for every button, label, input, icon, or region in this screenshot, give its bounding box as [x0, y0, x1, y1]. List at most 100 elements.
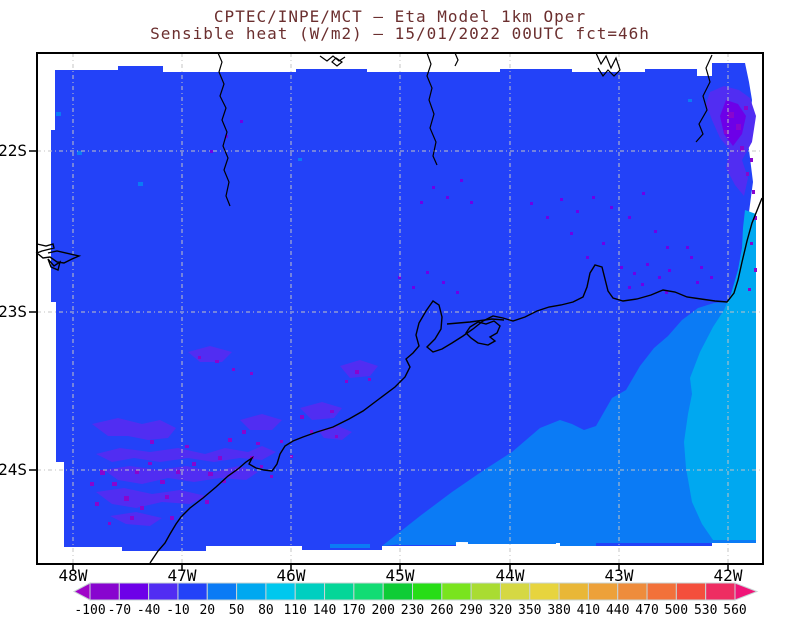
speck [170, 516, 174, 520]
speck [242, 430, 246, 434]
speck [748, 288, 751, 291]
speck [398, 276, 401, 279]
speck [456, 291, 459, 294]
speck [665, 291, 668, 294]
border-path [454, 52, 459, 67]
colorbar: -100 -70 -40 -10 20 50 80 110 140 170 200 230 260 290… [72, 582, 759, 618]
speck [208, 472, 213, 476]
colorbar-tick-label: 110 [283, 603, 306, 618]
colorbar-segment [324, 582, 355, 601]
border-path [319, 55, 346, 62]
speck [160, 480, 165, 484]
speck [460, 179, 463, 182]
speck [95, 502, 99, 506]
speck [345, 380, 348, 383]
speck [215, 360, 219, 363]
speck [225, 135, 228, 138]
speck [646, 263, 649, 266]
speck [335, 435, 338, 438]
colorbar-segment [587, 582, 619, 601]
speck [100, 470, 105, 475]
colorbar-tick-label: 50 [229, 603, 245, 618]
x-tick-label: 45W [386, 566, 415, 585]
colorbar-segment [177, 582, 208, 601]
speck [633, 272, 636, 275]
speck [112, 482, 117, 486]
border-path [217, 52, 231, 207]
speck [228, 438, 232, 442]
colorbar-segment [236, 582, 267, 601]
speck [210, 150, 213, 153]
x-tick-label: 47W [168, 566, 197, 585]
speck [300, 415, 304, 419]
colorbar-tick-label: -40 [137, 603, 160, 618]
colorbar-segment [294, 582, 326, 601]
speck [602, 242, 605, 245]
speck [222, 480, 226, 483]
speck [642, 192, 645, 195]
colorbar-segment [265, 582, 296, 601]
speck [570, 232, 573, 235]
coastline [35, 197, 763, 564]
speck [232, 368, 235, 371]
speckle-patches [56, 86, 757, 526]
colorbar-tick-label: 380 [547, 603, 570, 618]
colorbar-tick-label: 80 [258, 603, 274, 618]
speck [610, 206, 613, 209]
speck [124, 496, 129, 501]
speck [426, 271, 429, 274]
speck [700, 266, 703, 269]
field-band-50-80 [684, 210, 756, 540]
speck [270, 475, 273, 478]
colorbar-tick-label: 140 [313, 603, 336, 618]
speck [586, 256, 589, 259]
speck [744, 106, 748, 110]
speck [750, 158, 753, 162]
map-grid [37, 53, 763, 564]
coast-path [446, 318, 505, 325]
colorbar-tick-label: 320 [489, 603, 512, 618]
patch [300, 402, 342, 420]
patch [720, 100, 746, 146]
colorbar-segment [617, 582, 648, 601]
speck [654, 230, 657, 233]
colorbar-segment [206, 582, 238, 601]
border-path [331, 57, 344, 67]
speck [746, 172, 749, 176]
speck [546, 216, 549, 219]
state-borders [217, 52, 713, 207]
patch [340, 360, 378, 378]
field-band-20-50 [382, 212, 756, 546]
patch [92, 418, 176, 440]
speck [754, 216, 757, 220]
speck [446, 196, 449, 199]
speck [420, 201, 423, 204]
speck [310, 430, 313, 433]
patch [104, 466, 258, 484]
border-path [595, 52, 621, 78]
speck [176, 470, 180, 474]
speck [280, 440, 283, 443]
colorbar-segment [412, 582, 443, 601]
colorbar-tick-label: 440 [606, 603, 629, 618]
speck [130, 516, 134, 520]
speck [355, 370, 359, 374]
speck [628, 286, 631, 289]
colorbar-tick-label: 170 [342, 603, 365, 618]
y-tick-label: 24S [0, 460, 27, 479]
speck [592, 196, 595, 199]
speck [192, 462, 196, 466]
violet-blobs [92, 86, 756, 526]
patch [240, 414, 282, 430]
speck [736, 124, 741, 130]
map-frame-and-axes: 48W 47W 46W 45W 44W 43W 42W 22S 23S 24S [0, 52, 764, 585]
speck [696, 281, 699, 284]
colorbar-tick-label: 260 [430, 603, 453, 618]
x-tick-label: 43W [605, 566, 634, 585]
colorbar-tick-label: -100 [74, 603, 105, 618]
patch [110, 512, 162, 526]
speck [668, 269, 671, 272]
speck [724, 130, 728, 134]
speck [108, 522, 111, 525]
patch [96, 488, 206, 508]
